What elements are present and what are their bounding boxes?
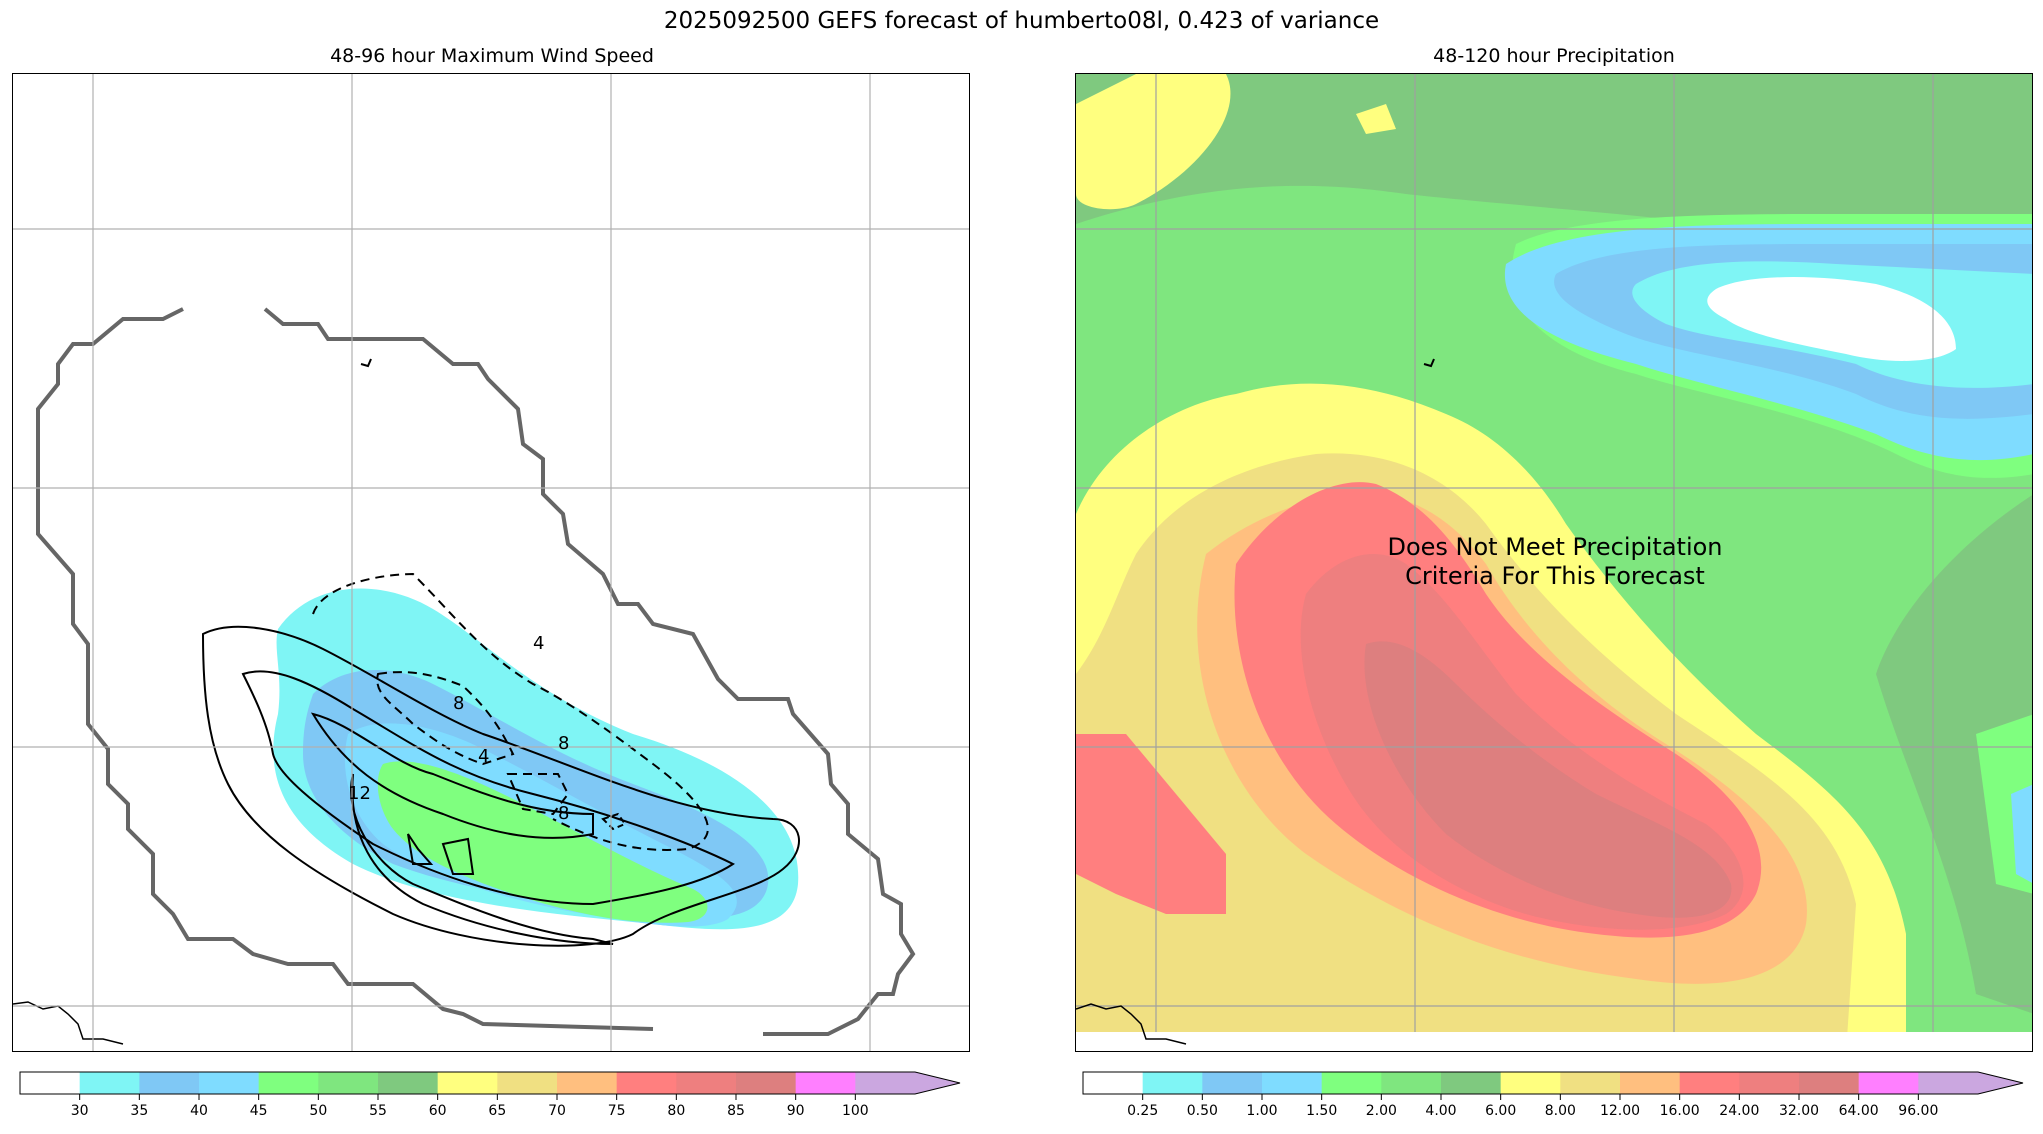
solid-contour-small-1 <box>407 833 434 865</box>
colorbar-tick-label: 55 <box>369 1103 387 1119</box>
colorbar-segment <box>1739 1072 1800 1094</box>
colorbar-tick-label: 40 <box>190 1103 208 1119</box>
colorbar-segment <box>1441 1072 1502 1094</box>
colorbar-segment <box>79 1072 140 1094</box>
figure-title: 2025092500 GEFS forecast of humberto08l,… <box>663 8 1380 34</box>
colorbar-segment <box>378 1072 439 1094</box>
colorbar-tick-label: 24.00 <box>1719 1103 1760 1119</box>
precip-fill-small-yellow-1 <box>1076 74 1231 210</box>
colorbar-segment <box>1500 1072 1561 1094</box>
precip-fill-small-yellow-2 <box>1356 104 1396 134</box>
contour-label: 4 <box>533 633 544 654</box>
contour-label: 8 <box>558 733 569 754</box>
island-mark <box>360 358 372 368</box>
contour-label: 12 <box>348 783 371 804</box>
colorbar-tick-label: 50 <box>309 1103 328 1119</box>
colorbar-segment <box>1560 1072 1621 1094</box>
colorbar-tick-label: 0.25 <box>1127 1103 1159 1119</box>
colorbar-tick-label: 35 <box>130 1103 149 1119</box>
map-bottom-strip <box>1076 1032 2032 1051</box>
island-mark <box>1423 358 1435 368</box>
precip-fill-32-64 <box>1364 641 1732 918</box>
colorbar-tick-label: 1.50 <box>1306 1103 1338 1119</box>
dashed-contour-tiny <box>601 812 627 831</box>
colorbar-segment <box>1083 1072 1144 1094</box>
colorbar-segment <box>616 1072 677 1094</box>
colorbar-segment <box>318 1072 379 1094</box>
colorbar-tick-label: 100 <box>841 1103 869 1119</box>
colorbar-segment <box>1321 1072 1382 1094</box>
colorbar-segment <box>1918 1072 2023 1094</box>
colorbar-segment <box>1799 1072 1860 1094</box>
colorbar-tick-label: 60 <box>428 1103 447 1119</box>
precip-panel-title: 48-120 hour Precipitation <box>1433 45 1675 67</box>
precipitation-map: Does Not Meet Precipitation Criteria For… <box>1075 73 2033 1052</box>
colorbar-segment <box>139 1072 200 1094</box>
colorbar-tick-label: 80 <box>667 1103 686 1119</box>
colorbar-tick-label: 96.00 <box>1898 1103 1939 1119</box>
colorbar-segment <box>676 1072 737 1094</box>
colorbar-tick-label: 70 <box>548 1103 566 1119</box>
contour-label: 8 <box>453 693 464 714</box>
precip-colorbar <box>1082 1071 2024 1100</box>
colorbar-segment <box>258 1072 319 1094</box>
colorbar-tick-label: 1.00 <box>1246 1103 1278 1119</box>
colorbar-segment <box>497 1072 558 1094</box>
solid-contour-12 <box>350 773 614 945</box>
solid-contour-inner <box>310 712 594 839</box>
colorbar-tick-label: 0.50 <box>1186 1103 1218 1119</box>
solid-contour-small-2 <box>441 837 475 875</box>
contour-label: 8 <box>558 803 569 824</box>
precip-fill-right-blue <box>2011 784 2032 883</box>
colorbar-segment <box>736 1072 797 1094</box>
colorbar-tick-label: 75 <box>607 1103 626 1119</box>
colorbar-segment <box>1858 1072 1919 1094</box>
colorbar-segment <box>1381 1072 1442 1094</box>
colorbar-segment <box>1142 1072 1203 1094</box>
colorbar-tick-label: 6.00 <box>1485 1103 1517 1119</box>
colorbar-segment <box>855 1072 960 1094</box>
colorbar-tick-label: 90 <box>786 1103 805 1119</box>
contour-label: 4 <box>478 746 489 767</box>
colorbar-tick-label: 32.00 <box>1778 1103 1820 1119</box>
colorbar-segment <box>1202 1072 1263 1094</box>
colorbar-tick-label: 45 <box>249 1103 268 1119</box>
colorbar-tick-label: 4.00 <box>1425 1103 1457 1119</box>
colorbar-segment <box>437 1072 498 1094</box>
colorbar-tick-label: 2.00 <box>1365 1103 1397 1119</box>
colorbar-segment <box>199 1072 260 1094</box>
colorbar-segment <box>1262 1072 1323 1094</box>
colorbar-segment <box>20 1072 81 1094</box>
colorbar-tick-label: 85 <box>727 1103 745 1119</box>
coastline-outline-2 <box>263 307 916 1036</box>
colorbar-segment <box>557 1072 618 1094</box>
colorbar-tick-label: 8.00 <box>1544 1103 1576 1119</box>
colorbar-outline <box>19 1071 961 1095</box>
dashed-contour-mid <box>376 671 515 766</box>
precip-fill-0-0.25 <box>1707 277 1956 361</box>
precip-criteria-notice: Does Not Meet Precipitation Criteria For… <box>1387 533 1723 590</box>
mini-coastline <box>1076 1003 1187 1045</box>
dashed-contour-outer <box>312 572 709 851</box>
mini-coastline <box>13 1001 124 1045</box>
colorbar-tick-label: 16.00 <box>1659 1103 1700 1119</box>
colorbar-segment <box>795 1072 856 1094</box>
solid-contour-mid <box>241 670 735 906</box>
wind-panel-title: 48-96 hour Maximum Wind Speed <box>330 45 654 67</box>
colorbar-segment <box>1620 1072 1681 1094</box>
colorbar-tick-label: 64.00 <box>1838 1103 1879 1119</box>
wind-speed-map: 4 8 8 4 8 12 <box>12 73 970 1052</box>
colorbar-tick-label: 12.00 <box>1599 1103 1641 1119</box>
wind-fill-45-50 <box>377 761 708 923</box>
colorbar-tick-label: 65 <box>488 1103 507 1119</box>
colorbar-outline <box>1082 1071 2024 1095</box>
coastline-outline <box>36 307 654 1031</box>
wind-colorbar <box>19 1071 961 1100</box>
colorbar-segment <box>1679 1072 1740 1094</box>
solid-contour-outer <box>201 625 800 947</box>
colorbar-tick-label: 30 <box>70 1103 89 1119</box>
